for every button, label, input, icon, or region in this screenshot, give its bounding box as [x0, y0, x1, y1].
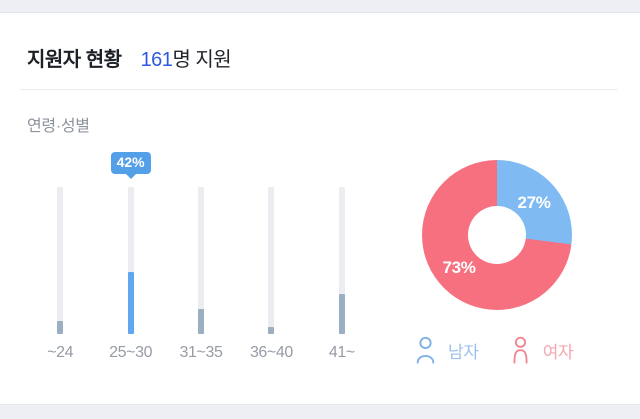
bar-label: 36~40 [249, 344, 293, 361]
bar-fill [338, 294, 345, 334]
legend-item-male[interactable]: 남자 [415, 336, 479, 364]
gender-donut-wrap: 27% 73% [422, 160, 572, 310]
bar-fill [198, 309, 205, 334]
bar-column-~24[interactable]: ~24 [25, 140, 95, 368]
bar-label: 41~ [328, 344, 355, 361]
bar-fill [127, 272, 134, 334]
bar-track [268, 187, 275, 334]
bar-track [338, 187, 345, 334]
bar-column-31~35[interactable]: 31~35 [166, 140, 236, 368]
bottom-background-band [0, 404, 640, 419]
applicant-count-number: 161 [140, 49, 173, 71]
bar-fill [57, 320, 64, 334]
header-divider [20, 89, 618, 90]
gender-legend: 남자 여자 [415, 336, 574, 364]
applicant-count: 161명 지원 [141, 43, 232, 72]
page-title: 지원자 현황 [27, 49, 122, 71]
bar-track [127, 187, 134, 334]
bar-column-25~30[interactable]: 42% 25~30 [95, 140, 165, 368]
bar-label: ~24 [47, 344, 74, 361]
legend-item-female[interactable]: 여자 [510, 336, 574, 364]
bar-value-tooltip: 42% [110, 152, 151, 174]
male-person-icon [415, 336, 436, 364]
applicant-count-suffix: 명 지원 [172, 49, 232, 71]
donut-hole [468, 206, 526, 264]
bar-label: 31~35 [179, 344, 223, 361]
bar-fill [268, 326, 275, 334]
card-header: 지원자 현황 161명 지원 [27, 43, 232, 72]
bar-column-41~[interactable]: 41~ [307, 140, 377, 368]
pie-label-female: 73% [442, 258, 476, 277]
age-bar-chart: ~24 42% 25~30 31~35 36~40 41~ [25, 140, 377, 368]
bar-track [198, 187, 205, 334]
pie-label-male: 27% [517, 193, 551, 212]
legend-label-male: 남자 [448, 342, 479, 362]
legend-label-female: 여자 [542, 342, 574, 362]
bar-track [57, 187, 64, 334]
section-label-age-gender: 연령·성별 [27, 118, 90, 135]
top-background-band [0, 0, 640, 13]
bar-label: 25~30 [109, 344, 153, 361]
female-person-icon [510, 336, 531, 364]
bar-column-36~40[interactable]: 36~40 [236, 140, 306, 368]
